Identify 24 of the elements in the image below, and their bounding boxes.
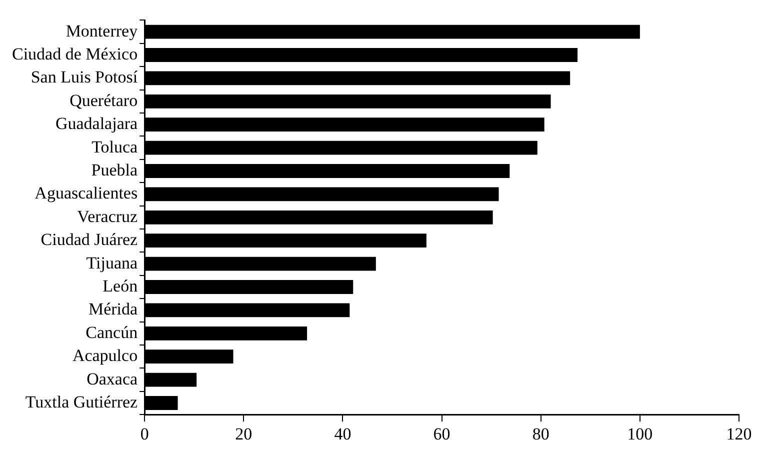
y-tick-label: Mérida [88, 300, 138, 319]
y-tick-label: Tuxtla Gutiérrez [25, 392, 138, 412]
y-tick-label: Ciudad de México [12, 44, 138, 64]
y-tick-label: Monterrey [66, 21, 138, 40]
x-tick-label: 40 [334, 424, 352, 444]
y-tick-label: Oaxaca [86, 369, 138, 388]
y-tick-label: Querétaro [70, 90, 138, 110]
y-tick-label: San Luis Potosí [30, 68, 138, 87]
y-tick-label: Puebla [91, 160, 138, 180]
x-tick-label: 60 [433, 424, 450, 444]
x-tick-label: 0 [140, 424, 149, 444]
x-tick-label: 100 [627, 424, 653, 444]
x-tick-label: 20 [235, 424, 252, 444]
y-tick-label: Acapulco [72, 346, 138, 366]
y-tick-label: Guadalajara [55, 114, 138, 134]
x-tick-label: 120 [726, 424, 752, 444]
y-tick-label: Veracruz [77, 206, 138, 226]
y-tick-label: Aguascalientes [34, 184, 138, 203]
y-tick-label: Tijuana [86, 253, 138, 272]
y-tick-label: Ciudad Juárez [40, 230, 138, 250]
y-tick-label: Cancún [86, 322, 138, 342]
y-tick-label: León [102, 276, 138, 296]
x-tick-label: 80 [532, 424, 550, 444]
y-tick-label: Toluca [92, 137, 138, 156]
